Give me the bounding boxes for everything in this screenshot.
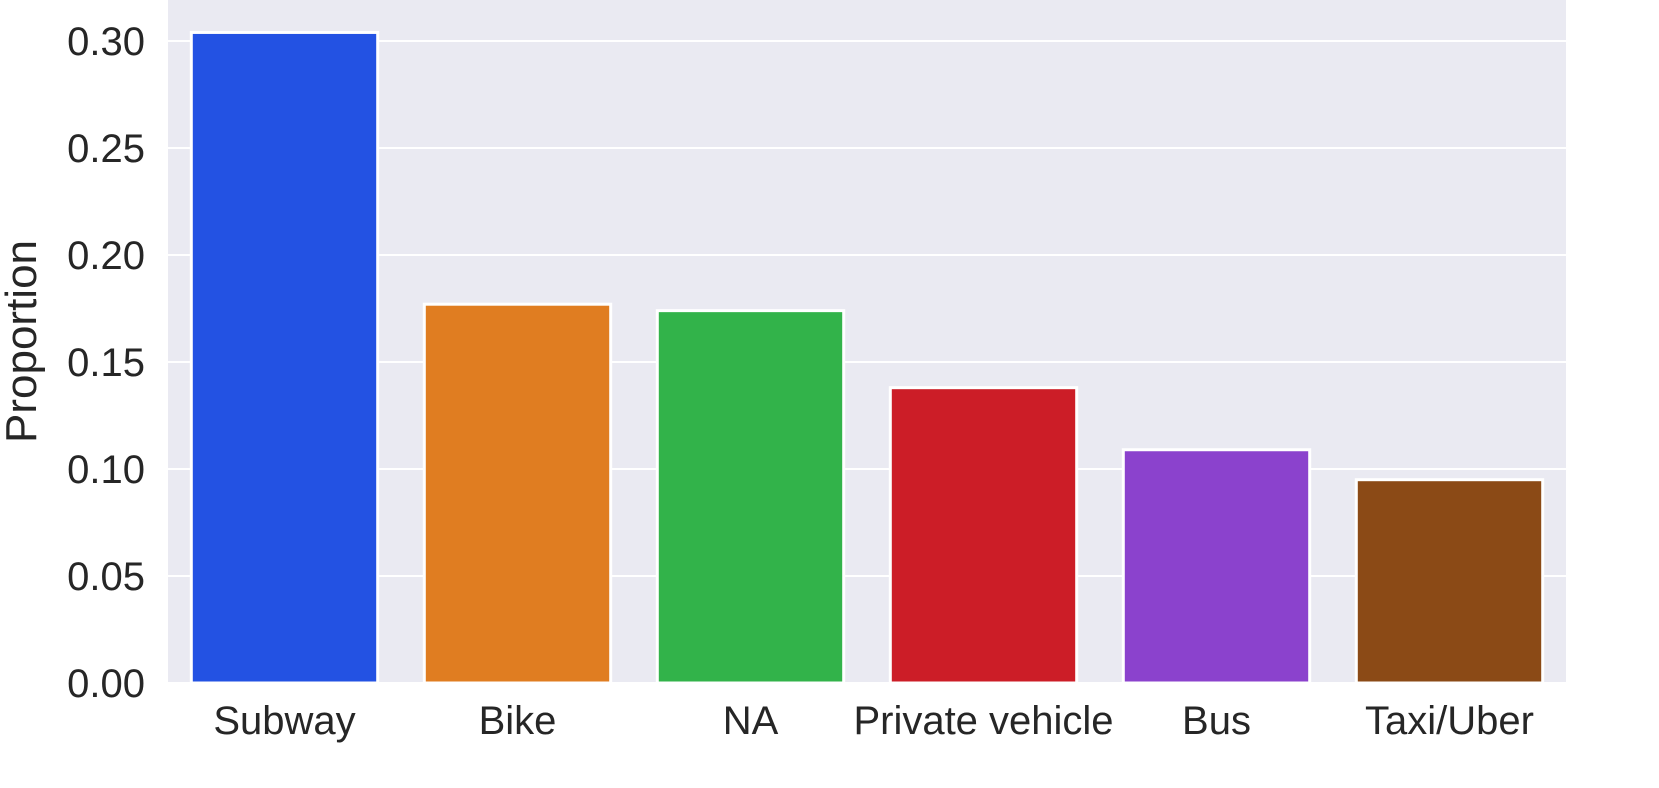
x-tick-label: Taxi/Uber bbox=[1365, 699, 1534, 743]
x-tick-label: Subway bbox=[213, 699, 355, 743]
x-axis-ticks: Subway Bike NA Private vehicle Bus Taxi/Uber bbox=[213, 699, 1534, 743]
y-axis-label: Proportion bbox=[0, 240, 46, 443]
bar-private-vehicle bbox=[888, 386, 1079, 685]
x-tick-label: Private vehicle bbox=[853, 699, 1113, 743]
y-tick-label: 0.20 bbox=[67, 234, 145, 278]
y-tick-label: 0.15 bbox=[67, 341, 145, 385]
y-tick-label: 0.05 bbox=[67, 555, 145, 599]
x-tick-label: Bus bbox=[1182, 699, 1251, 743]
bar-subway bbox=[189, 30, 380, 685]
y-tick-label: 0.25 bbox=[67, 127, 145, 171]
bar-na bbox=[655, 309, 846, 685]
bars bbox=[189, 30, 1545, 685]
bar-bike bbox=[422, 302, 613, 685]
y-tick-label: 0.00 bbox=[67, 662, 145, 706]
x-tick-label: NA bbox=[723, 699, 779, 743]
y-tick-label: 0.30 bbox=[67, 20, 145, 64]
x-tick-label: Bike bbox=[479, 699, 557, 743]
plot-area bbox=[168, 0, 1566, 683]
grid-lines bbox=[168, 40, 1566, 684]
bar-bus bbox=[1121, 448, 1312, 685]
bar-taxi-uber bbox=[1354, 478, 1545, 685]
y-axis-ticks: 0.00 0.05 0.10 0.15 0.20 0.25 0.30 bbox=[67, 20, 145, 706]
y-tick-label: 0.10 bbox=[67, 448, 145, 492]
